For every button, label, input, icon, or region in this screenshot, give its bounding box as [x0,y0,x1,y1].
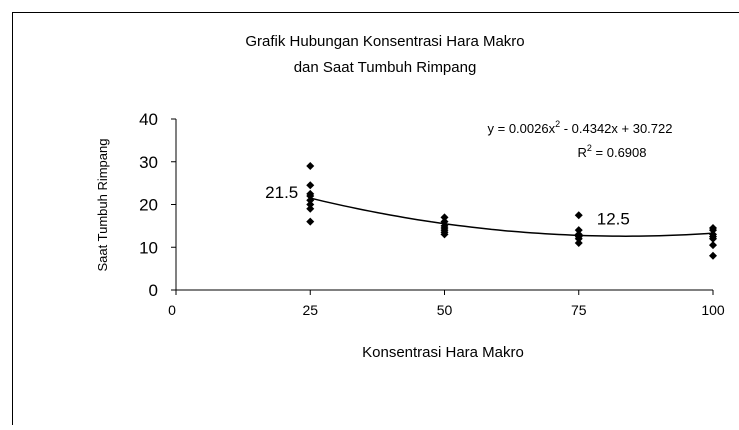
r-squared-part: R [578,145,587,160]
point [709,252,717,260]
point [575,211,583,219]
annotation: 21.5 [265,183,298,202]
y-tick-label: 40 [139,110,158,129]
x-tick-label: 100 [701,302,725,318]
r-squared-part: = 0.6908 [592,145,647,160]
x-axis-label: Konsentrasi Hara Makro [362,344,524,361]
point [306,181,314,189]
trendline-equation: y = 0.0026x2 - 0.4342x + 30.722 [488,119,673,136]
chart-title: dan Saat Tumbuh Rimpang [294,59,477,76]
x-tick-label: 50 [437,302,453,318]
y-tick-label: 0 [149,281,158,300]
y-tick-label: 30 [139,153,158,172]
trendline-r-squared: R2 = 0.6908 [578,143,647,160]
annotation: 12.5 [597,210,630,229]
x-tick-label: 75 [571,302,587,318]
equation-part: - 0.4342x + 30.722 [560,121,672,136]
point [306,218,314,226]
point [709,241,717,249]
point [306,205,314,213]
trendline [310,198,713,236]
y-tick-label: 20 [139,196,158,215]
y-axis-label: Saat Tumbuh Rimpang [95,139,110,272]
chart-title: Grafik Hubungan Konsentrasi Hara Makro [245,33,524,50]
y-tick-label: 10 [139,238,158,257]
x-tick-label: 25 [302,302,318,318]
equation-part: y = 0.0026x [488,121,556,136]
point [575,239,583,247]
x-tick-label: 0 [168,302,176,318]
point [306,162,314,170]
